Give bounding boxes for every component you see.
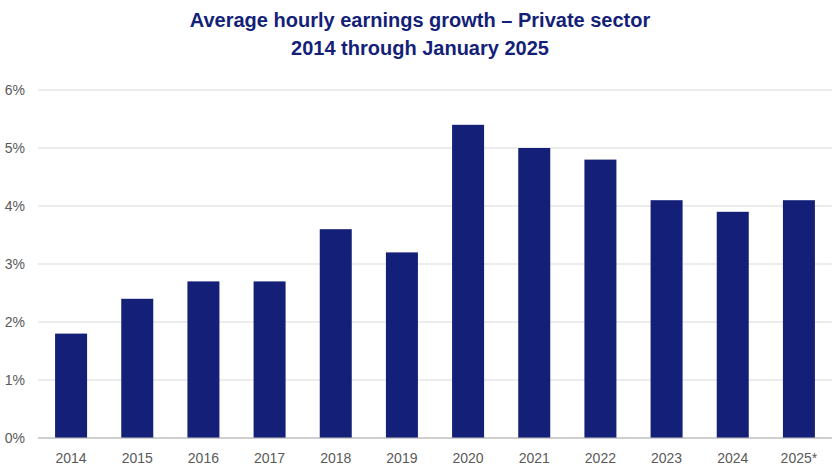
grid-line bbox=[38, 206, 832, 207]
x-tick-label: 2019 bbox=[386, 450, 417, 466]
x-tick-label: 2025* bbox=[781, 450, 818, 466]
grid-line bbox=[38, 322, 832, 323]
x-tick-label: 2014 bbox=[56, 450, 87, 466]
y-tick-label: 6% bbox=[5, 82, 25, 98]
x-tick-label: 2015 bbox=[122, 450, 153, 466]
subtitle: 2014 through January 2025 bbox=[291, 37, 549, 59]
x-tick-label: 2022 bbox=[585, 450, 616, 466]
x-tick-label: 2016 bbox=[188, 450, 219, 466]
bar bbox=[452, 125, 484, 438]
x-tick-label: 2024 bbox=[717, 450, 748, 466]
x-tick-label: 2023 bbox=[651, 450, 682, 466]
x-axis-line bbox=[38, 438, 832, 439]
title: Average hourly earnings growth – Private… bbox=[190, 9, 651, 31]
bar bbox=[783, 200, 815, 438]
bar bbox=[320, 229, 352, 438]
bar bbox=[121, 299, 153, 438]
grid-line bbox=[38, 380, 832, 381]
bar bbox=[386, 252, 418, 438]
y-tick-label: 2% bbox=[5, 314, 25, 330]
y-tick-label: 0% bbox=[5, 430, 25, 446]
bars bbox=[55, 125, 815, 438]
bar bbox=[187, 281, 219, 438]
grid-line bbox=[38, 438, 832, 439]
x-tick-label: 2020 bbox=[453, 450, 484, 466]
grid-line bbox=[38, 148, 832, 149]
chart-svg: Average hourly earnings growth – Private… bbox=[0, 0, 840, 472]
grid bbox=[38, 90, 832, 438]
x-tick-label: 2017 bbox=[254, 450, 285, 466]
y-tick-label: 1% bbox=[5, 372, 25, 388]
bar bbox=[55, 334, 87, 438]
grid-line bbox=[38, 90, 832, 91]
y-tick-label: 4% bbox=[5, 198, 25, 214]
bar bbox=[254, 281, 286, 438]
chart-container: Average hourly earnings growth – Private… bbox=[0, 0, 840, 472]
bar bbox=[518, 148, 550, 438]
grid-line bbox=[38, 264, 832, 265]
bar bbox=[717, 212, 749, 438]
x-tick-label: 2018 bbox=[320, 450, 351, 466]
bar bbox=[584, 160, 616, 438]
bar bbox=[651, 200, 683, 438]
y-tick-label: 3% bbox=[5, 256, 25, 272]
x-tick-label: 2021 bbox=[519, 450, 550, 466]
y-tick-label: 5% bbox=[5, 140, 25, 156]
